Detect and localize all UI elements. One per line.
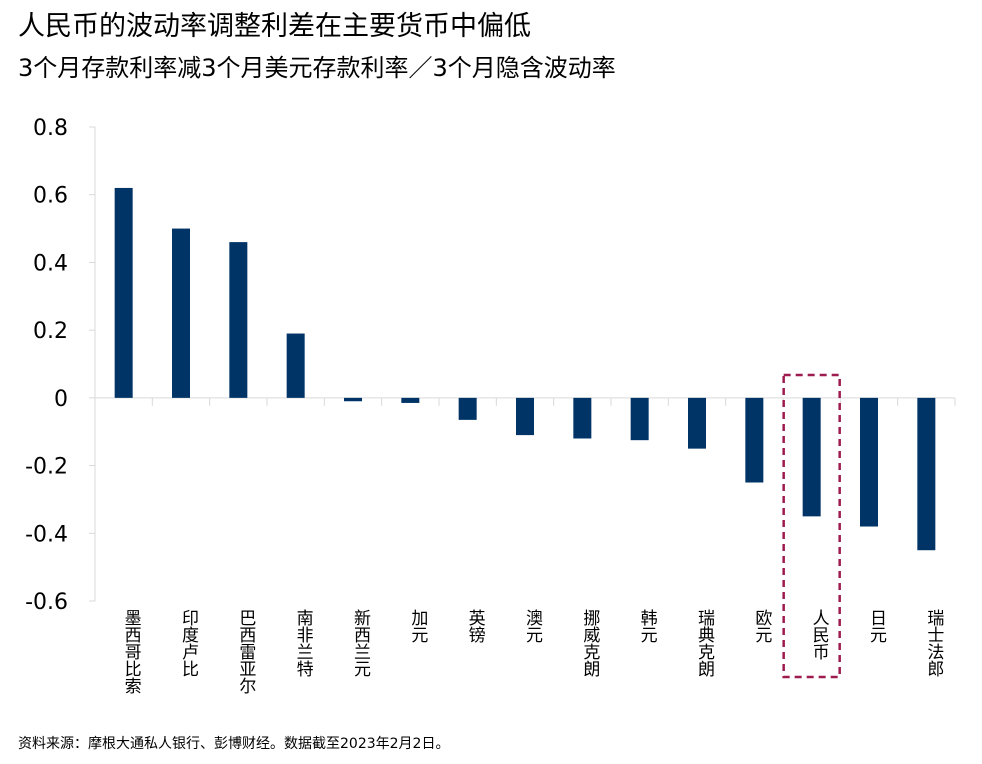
bar (745, 397, 764, 483)
x-tick-label: 新西兰元 (350, 609, 371, 677)
x-tick-label: 巴西雷亚尔 (235, 609, 256, 694)
x-tick-label: 韩元 (637, 609, 658, 643)
y-tick-label: -0.6 (25, 590, 68, 615)
bar (688, 397, 706, 449)
x-tick-label: 加元 (407, 609, 428, 643)
x-tick-label: 日元 (866, 609, 887, 643)
bar (114, 187, 133, 398)
bar (286, 333, 305, 398)
chart-title: 人民币的波动率调整利差在主要货币中偏低 (18, 11, 531, 42)
x-tick-label: 挪威克朗 (579, 609, 600, 677)
x-tick-label: 人民币 (809, 609, 830, 660)
x-tick-label: 欧元 (751, 609, 772, 643)
bar (344, 397, 362, 402)
y-tick-label: 0.4 (33, 251, 68, 276)
source-note: 资料来源：摩根大通私人银行、彭博财经。数据截至2023年2月2日。 (18, 736, 450, 752)
y-tick-label: 0.6 (33, 184, 68, 209)
bar (516, 397, 534, 436)
bar (860, 397, 878, 527)
y-tick-label: 0 (54, 387, 68, 412)
bar (802, 397, 821, 517)
x-tick-label: 瑞典克朗 (694, 609, 715, 677)
x-tick-label: 澳元 (522, 609, 543, 643)
x-tick-label: 瑞士法郎 (923, 609, 944, 677)
y-tick-label: -0.2 (25, 455, 68, 480)
bar (573, 397, 592, 439)
y-tick-label: 0.2 (33, 319, 68, 344)
chart-subtitle: 3个月存款利率减3个月美元存款利率／3个月隐含波动率 (18, 54, 616, 82)
x-tick-label: 印度卢比 (178, 609, 199, 677)
bar (401, 397, 420, 403)
bar (630, 397, 649, 441)
x-tick-label: 南非兰特 (293, 609, 314, 677)
x-tick-label: 墨西哥比索 (121, 609, 142, 694)
y-tick-label: 0.8 (33, 116, 68, 141)
y-tick-label: -0.4 (25, 522, 68, 547)
x-tick-label: 英镑 (465, 609, 486, 644)
bar (172, 228, 190, 398)
highlight-box (782, 373, 841, 679)
bar (229, 242, 248, 398)
bar (917, 397, 936, 551)
bar (458, 397, 477, 420)
